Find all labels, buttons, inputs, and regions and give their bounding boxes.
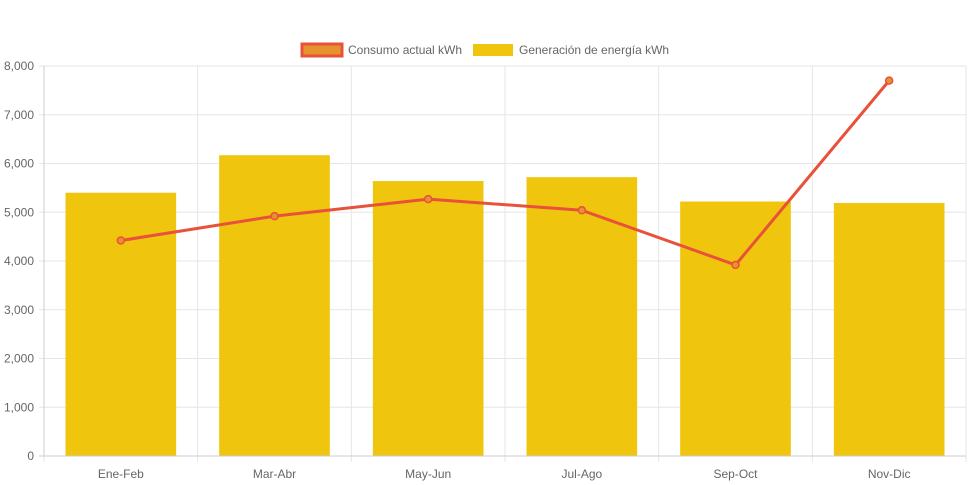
y-tick-label: 1,000: [4, 400, 34, 414]
bar-generacion: [833, 202, 945, 456]
y-tick-label: 2,000: [4, 352, 34, 366]
legend-item-generacion[interactable]: Generación de energía kWh: [473, 43, 669, 57]
legend-label-consumo: Consumo actual kWh: [348, 43, 462, 57]
bar-generacion: [219, 155, 330, 456]
y-tick-label: 5,000: [4, 205, 34, 219]
point-consumo: [116, 236, 126, 245]
x-tick-label: Sep-Oct: [713, 467, 758, 481]
x-tick-label: Ene-Feb: [98, 467, 144, 481]
y-tick-label: 6,000: [4, 157, 34, 171]
bar-generacion: [372, 181, 484, 457]
point-consumo: [884, 76, 894, 85]
legend-label-generacion: Generación de energía kWh: [519, 43, 669, 57]
y-tick-label: 0: [27, 449, 34, 463]
x-tick-label: Jul-Ago: [561, 467, 602, 481]
y-tick-label: 4,000: [4, 254, 34, 268]
bar-generacion: [526, 177, 638, 456]
y-tick-label: 3,000: [4, 303, 34, 317]
point-consumo: [423, 194, 433, 204]
axis-layer: 0 1,000 2,000 3,000 4,000 5,000 6,000 7,000 8,00…: [4, 59, 966, 481]
grid-layer: [39, 65, 967, 462]
y-tick-label: 8,000: [4, 59, 34, 73]
x-tick-label: Nov-Dic: [868, 467, 911, 481]
point-consumo: [577, 206, 587, 215]
bar-generacion: [680, 201, 791, 456]
legend[interactable]: Consumo actual kWh Generación de energía…: [300, 42, 669, 58]
bar-generacion: [65, 192, 177, 456]
bars-layer: [65, 155, 945, 457]
line-consumo: [120, 79, 891, 267]
legend-swatch-consumo: [300, 42, 344, 58]
point-consumo: [270, 211, 279, 221]
line-layer: [116, 76, 894, 270]
x-tick-label: May-Jun: [405, 467, 451, 481]
x-tick-label: Mar-Abr: [253, 467, 296, 481]
point-consumo: [731, 260, 740, 270]
legend-item-consumo[interactable]: Consumo actual kWh: [300, 42, 462, 58]
legend-swatch-generacion: [473, 44, 513, 56]
y-tick-label: 7,000: [4, 108, 34, 122]
